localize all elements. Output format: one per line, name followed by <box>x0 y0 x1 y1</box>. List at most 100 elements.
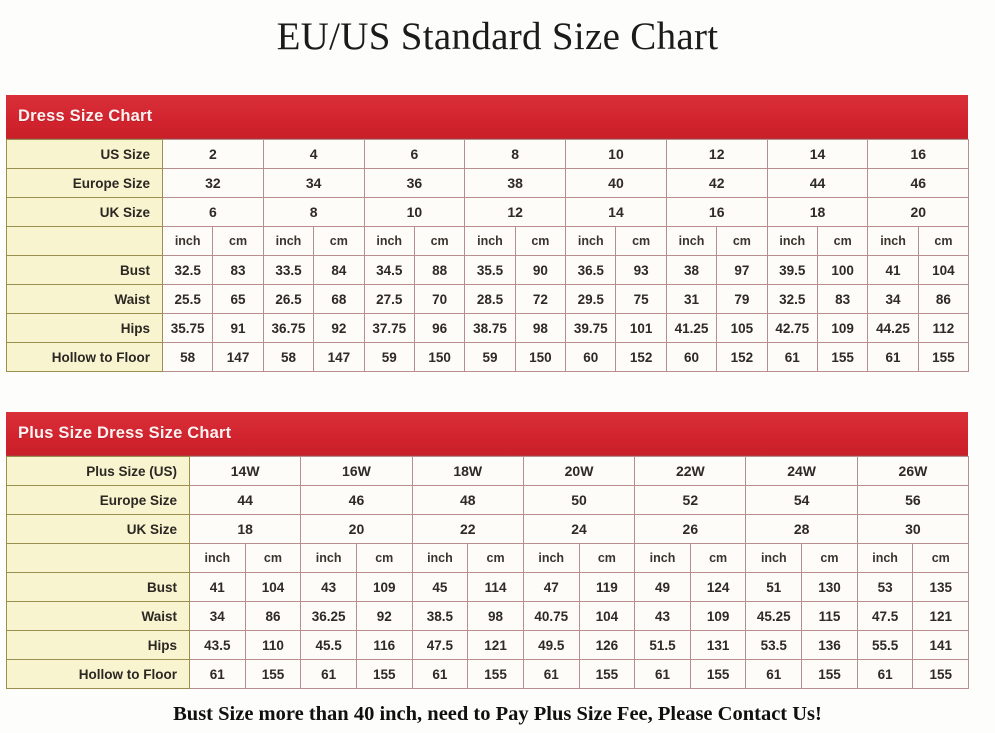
measurement-cell-inch: 51 <box>745 572 803 602</box>
measurement-cell-inch: 39.75 <box>565 313 617 343</box>
measurement-cell-inch: 60 <box>565 342 617 372</box>
standard-row-label-bust: Bust <box>6 255 163 285</box>
table-row: Waist 34 86 36.25 92 38.5 98 40.75 104 43 109 45.25… <box>6 601 970 631</box>
size-value-cell: 46 <box>867 168 970 198</box>
measurement-cell-inch: 27.5 <box>363 284 415 314</box>
standard-row-label-hips: Hips <box>6 313 163 343</box>
measurement-cell-cm: 98 <box>514 313 567 343</box>
measurement-cell-inch: 55.5 <box>856 630 914 660</box>
measurement-cell-cm: 88 <box>413 255 466 285</box>
unit-header-cm: cm <box>912 543 970 573</box>
size-value-cell: 26W <box>856 456 970 486</box>
measurement-cell-cm: 110 <box>244 630 302 660</box>
measurement-cell-cm: 96 <box>413 313 466 343</box>
table-row: Hollow to Floor 61 155 61 155 61 155 61 155 61 155… <box>6 659 970 689</box>
table-row: Hips 43.5 110 45.5 116 47.5 121 49.5 126 51.5 131 5… <box>6 630 970 660</box>
plus-row-label-hips: Hips <box>6 630 190 660</box>
measurement-cell-cm: 72 <box>514 284 567 314</box>
size-value-cell: 44 <box>188 485 302 515</box>
size-value-cell: 20 <box>867 197 970 227</box>
measurement-cell-inch: 61 <box>766 342 818 372</box>
size-value-cell: 40 <box>565 168 667 198</box>
table-row: Plus Size (US) 14W 16W 18W 20W 22W 24W 26W <box>6 456 970 486</box>
plus-row-label-waist: Waist <box>6 601 190 631</box>
size-value-cell: 24W <box>745 456 858 486</box>
unit-header-cm: cm <box>917 226 970 256</box>
measurement-cell-inch: 32.5 <box>766 284 818 314</box>
standard-row-label-waist: Waist <box>6 284 163 314</box>
unit-header-inch: inch <box>634 543 691 573</box>
measurement-cell-inch: 59 <box>464 342 516 372</box>
measurement-cell-cm: 155 <box>355 659 413 689</box>
unit-header-cm: cm <box>313 226 365 256</box>
measurement-cell-inch: 35.5 <box>464 255 516 285</box>
measurement-cell-inch: 43 <box>634 601 691 631</box>
standard-row-label-europe-size: Europe Size <box>6 168 163 198</box>
measurement-cell-inch: 26.5 <box>262 284 315 314</box>
size-value-cell: 38 <box>464 168 567 198</box>
measurement-cell-cm: 147 <box>212 342 264 372</box>
table-row: Bust 41 104 43 109 45 114 47 119 49 124 51 130 53 135 <box>6 572 970 602</box>
size-value-cell: 56 <box>856 485 970 515</box>
size-value-cell: 6 <box>363 139 466 169</box>
table-row: UK Size 18 20 22 24 26 28 30 <box>6 514 970 544</box>
size-value-cell: 42 <box>665 168 768 198</box>
table-row: Bust 32.5 83 33.5 84 34.5 88 35.5 90 36.5 93 38 97 39… <box>6 255 970 285</box>
size-value-cell: 20 <box>300 514 413 544</box>
unit-header-inch: inch <box>300 543 357 573</box>
dress-size-chart-banner: Dress Size Chart <box>6 95 968 139</box>
size-value-cell: 20W <box>522 456 636 486</box>
measurement-cell-cm: 114 <box>467 572 524 602</box>
measurement-cell-cm: 92 <box>313 313 365 343</box>
measurement-cell-cm: 155 <box>467 659 524 689</box>
size-value-cell: 14 <box>565 197 667 227</box>
size-value-cell: 50 <box>522 485 636 515</box>
unit-header-cm: cm <box>244 543 302 573</box>
measurement-cell-cm: 79 <box>716 284 768 314</box>
measurement-cell-inch: 41 <box>867 255 919 285</box>
measurement-cell-inch: 61 <box>411 659 469 689</box>
measurement-cell-inch: 38 <box>665 255 718 285</box>
measurement-cell-inch: 36.5 <box>565 255 617 285</box>
standard-row-label-us-size: US Size <box>6 139 163 169</box>
measurement-cell-cm: 152 <box>716 342 768 372</box>
measurement-cell-inch: 47.5 <box>856 601 914 631</box>
measurement-cell-inch: 40.75 <box>522 601 580 631</box>
measurement-cell-inch: 61 <box>634 659 691 689</box>
unit-header-cm: cm <box>578 543 636 573</box>
measurement-cell-inch: 53 <box>856 572 914 602</box>
unit-header-cm: cm <box>413 226 466 256</box>
size-value-cell: 16 <box>867 139 970 169</box>
unit-header-cm: cm <box>801 543 858 573</box>
unit-header-cm: cm <box>615 226 667 256</box>
measurement-cell-cm: 152 <box>615 342 667 372</box>
measurement-cell-inch: 41.25 <box>665 313 718 343</box>
measurement-cell-inch: 49.5 <box>522 630 580 660</box>
measurement-cell-inch: 60 <box>665 342 718 372</box>
measurement-cell-cm: 109 <box>816 313 869 343</box>
size-value-cell: 16W <box>300 456 413 486</box>
size-value-cell: 8 <box>464 139 567 169</box>
measurement-cell-cm: 83 <box>212 255 264 285</box>
unit-header-cm: cm <box>212 226 264 256</box>
measurement-cell-cm: 83 <box>816 284 869 314</box>
measurement-cell-cm: 100 <box>816 255 869 285</box>
measurement-cell-cm: 121 <box>912 601 970 631</box>
unit-header-inch: inch <box>262 226 315 256</box>
measurement-cell-inch: 58 <box>161 342 214 372</box>
measurement-cell-cm: 131 <box>689 630 747 660</box>
measurement-cell-cm: 65 <box>212 284 264 314</box>
measurement-cell-inch: 28.5 <box>464 284 516 314</box>
measurement-cell-inch: 61 <box>867 342 919 372</box>
size-value-cell: 26 <box>634 514 747 544</box>
size-value-cell: 46 <box>300 485 413 515</box>
size-value-cell: 4 <box>262 139 365 169</box>
measurement-cell-inch: 43 <box>300 572 357 602</box>
plus-size-chart-banner: Plus Size Dress Size Chart <box>6 412 968 456</box>
table-row: UK Size 6 8 10 12 14 16 18 20 <box>6 197 970 227</box>
measurement-cell-cm: 155 <box>578 659 636 689</box>
size-value-cell: 22W <box>634 456 747 486</box>
size-value-cell: 12 <box>665 139 768 169</box>
size-value-cell: 18 <box>188 514 302 544</box>
measurement-cell-cm: 155 <box>917 342 970 372</box>
